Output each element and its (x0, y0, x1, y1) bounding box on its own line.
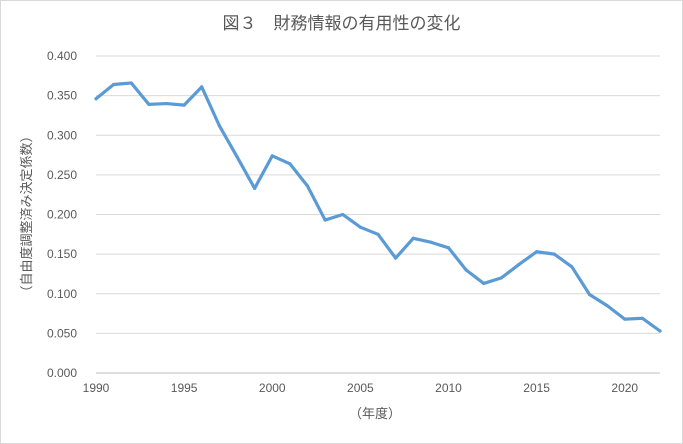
y-axis-ticks: 0.000 0.050 0.100 0.150 0.200 0.250 0.300 0.350… (47, 49, 77, 380)
data-point (200, 85, 204, 89)
data-point (499, 276, 503, 280)
x-axis-ticks: 1990 1995 2000 2005 2010 2015 2020 (83, 381, 639, 395)
x-tick-label: 2015 (523, 381, 550, 395)
x-tick-label: 2000 (259, 381, 286, 395)
y-tick-label: 0.100 (47, 287, 77, 301)
data-point (182, 103, 186, 107)
x-tick-label: 2005 (347, 381, 374, 395)
data-point (464, 268, 468, 272)
data-point (623, 317, 627, 321)
data-point (411, 236, 415, 240)
y-tick-label: 0.000 (47, 366, 77, 380)
y-tick-label: 0.200 (47, 208, 77, 222)
y-tick-label: 0.300 (47, 128, 77, 142)
data-point (394, 256, 398, 260)
x-tick-label: 2010 (435, 381, 462, 395)
data-point (112, 82, 116, 87)
data-point (288, 162, 292, 166)
data-point (253, 186, 257, 190)
data-point (535, 250, 539, 254)
data-point (605, 304, 609, 308)
y-tick-label: 0.250 (47, 168, 77, 182)
y-tick-label: 0.050 (47, 326, 77, 340)
data-point (270, 154, 274, 158)
data-point (446, 246, 451, 250)
data-point (658, 329, 662, 333)
data-point (358, 225, 362, 229)
x-tick-label: 2020 (611, 381, 638, 395)
data-point (482, 281, 486, 286)
y-tick-label: 0.400 (47, 49, 77, 63)
data-point (147, 102, 151, 106)
data-point (323, 218, 327, 222)
data-point (640, 316, 644, 320)
y-axis-label: （自由度調整済み決定係数） (19, 129, 35, 298)
data-point (235, 155, 239, 159)
data-point (376, 232, 380, 236)
data-point (217, 124, 221, 128)
data-point (164, 101, 169, 106)
y-tick-label: 0.350 (47, 89, 77, 103)
data-point (552, 252, 556, 256)
data-point (94, 97, 98, 101)
x-axis-label: （年度） (349, 406, 401, 422)
series-layer (94, 81, 662, 333)
x-tick-label: 1995 (171, 381, 198, 395)
data-point (517, 262, 521, 267)
data-point (129, 81, 133, 85)
gridlines (96, 55, 660, 374)
data-point (570, 265, 574, 269)
y-tick-label: 0.150 (47, 247, 77, 261)
x-tick-label: 1990 (83, 381, 110, 395)
data-point (587, 292, 592, 297)
data-point (429, 240, 433, 244)
data-point (305, 184, 310, 188)
chart-title: 図３ 財務情報の有用性の変化 (223, 14, 461, 34)
data-point (341, 212, 345, 217)
